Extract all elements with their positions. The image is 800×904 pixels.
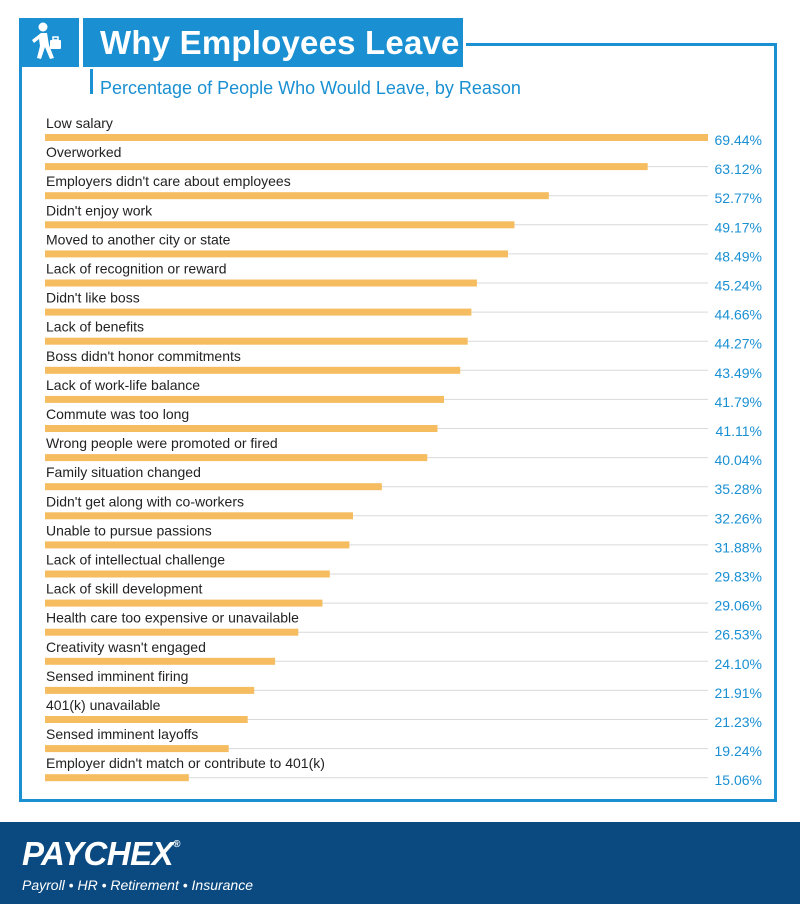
value-label: 44.27% (715, 336, 762, 352)
bar (45, 221, 515, 229)
subtitle-rule (90, 69, 93, 94)
value-label: 24.10% (715, 656, 762, 672)
value-label: 43.49% (715, 365, 762, 381)
category-label: Commute was too long (46, 406, 189, 422)
category-label: Lack of intellectual challenge (46, 552, 225, 568)
value-label: 40.04% (715, 452, 762, 468)
category-label: Sensed imminent layoffs (46, 726, 198, 742)
category-label: Unable to pursue passions (46, 522, 212, 538)
page-title: Why Employees Leave (100, 24, 460, 61)
category-label: 401(k) unavailable (46, 697, 161, 713)
bar (45, 279, 477, 287)
bar (45, 599, 323, 607)
bar (45, 250, 508, 258)
value-label: 19.24% (715, 743, 762, 759)
chart-subtitle: Percentage of People Who Would Leave, by… (100, 78, 521, 98)
category-label: Didn't enjoy work (46, 202, 153, 218)
category-label: Boss didn't honor commitments (46, 348, 241, 364)
value-label: 21.23% (715, 714, 762, 730)
value-label: 41.79% (715, 394, 762, 410)
value-label: 44.66% (715, 307, 762, 323)
bar-chart: Low salary 69.44% Overworked 63.12% Employer… (45, 115, 762, 788)
bar (45, 657, 276, 665)
bar (45, 686, 255, 694)
value-label: 31.88% (715, 539, 762, 555)
bar (45, 366, 461, 374)
value-label: 48.49% (715, 248, 762, 264)
bar (45, 628, 299, 636)
category-label: Overworked (46, 144, 121, 160)
category-label: Employers didn't care about employees (46, 173, 291, 189)
value-label: 26.53% (715, 627, 762, 643)
bar (45, 541, 350, 549)
value-label: 52.77% (715, 190, 762, 206)
title-banner (19, 15, 466, 70)
bar (45, 163, 648, 171)
walking-person-briefcase-icon (32, 22, 61, 59)
value-label: 21.91% (715, 685, 762, 701)
value-label: 45.24% (715, 278, 762, 294)
value-label: 32.26% (715, 510, 762, 526)
value-label: 69.44% (715, 132, 762, 148)
category-label: Creativity wasn't engaged (46, 639, 206, 655)
category-label: Didn't like boss (46, 290, 140, 306)
value-label: 35.28% (715, 481, 762, 497)
brand-logo: PAYCHEX® (22, 835, 181, 873)
value-label: 15.06% (715, 772, 762, 788)
value-label: 29.06% (715, 598, 762, 614)
brand-name: PAYCHEX (22, 835, 174, 872)
icon-box (19, 18, 83, 67)
category-label: Lack of work-life balance (46, 377, 200, 393)
category-label: Family situation changed (46, 464, 201, 480)
bar (45, 134, 708, 141)
footer-bar (0, 822, 800, 904)
category-label: Employer didn't match or contribute to 4… (46, 755, 325, 771)
bar (45, 192, 549, 200)
value-label: 29.83% (715, 569, 762, 585)
category-label: Low salary (46, 115, 113, 131)
bar (45, 337, 468, 345)
category-label: Lack of recognition or reward (46, 261, 227, 277)
bar (45, 512, 354, 520)
registered-mark: ® (173, 839, 181, 850)
category-label: Moved to another city or state (46, 231, 231, 247)
value-label: 63.12% (715, 161, 762, 177)
category-label: Health care too expensive or unavailable (46, 610, 299, 626)
bar (45, 483, 382, 491)
bar (45, 716, 248, 723)
value-label: 41.11% (716, 423, 762, 439)
value-label: 49.17% (715, 219, 762, 235)
category-label: Didn't get along with co-workers (46, 493, 244, 509)
bar (45, 395, 445, 403)
bar (45, 570, 330, 578)
category-label: Lack of benefits (46, 319, 144, 335)
category-label: Sensed imminent firing (46, 668, 188, 684)
brand-tagline: Payroll • HR • Retirement • Insurance (22, 877, 254, 893)
bar (45, 745, 229, 753)
bar (45, 425, 438, 432)
category-label: Lack of skill development (46, 581, 203, 597)
bar (45, 454, 428, 462)
bar (45, 308, 472, 316)
bar (45, 774, 189, 782)
category-label: Wrong people were promoted or fired (46, 435, 278, 451)
